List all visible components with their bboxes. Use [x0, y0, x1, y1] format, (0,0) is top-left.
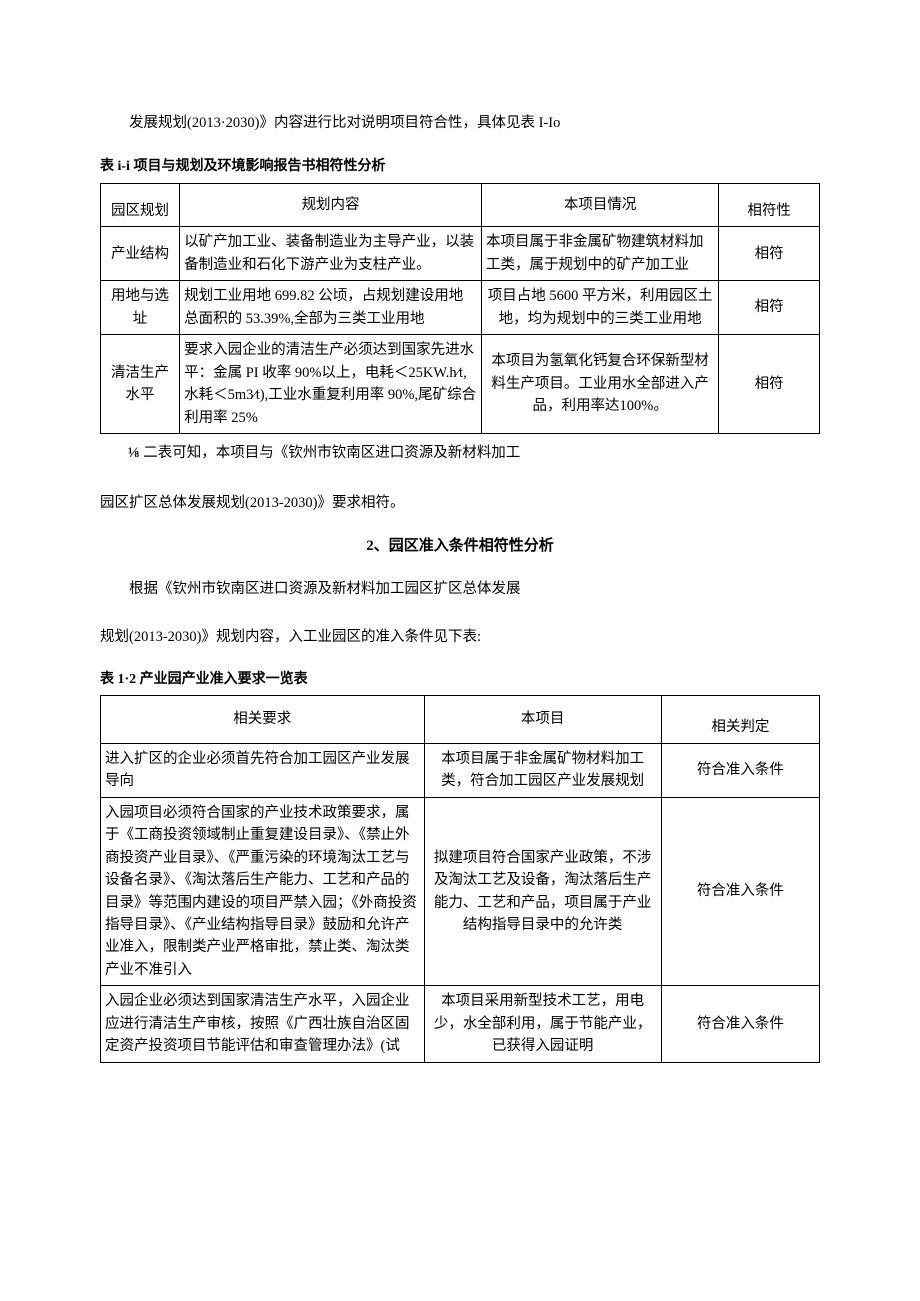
- after-table1-para: ⅛二表可知，本项目与《钦州市钦南区进口资源及新材料加工: [100, 438, 820, 470]
- section2-para2: 规划(2013-2030)》规划内容，入工业园区的准入条件见下表:: [100, 622, 820, 652]
- table-cell: 本项目属于非金属矿物材料加工类，符合加工园区产业发展规划: [424, 743, 661, 797]
- table-header-cell: 本项目: [424, 696, 661, 743]
- after-table1-text1: 二表可知，本项目与《钦州市钦南区进口资源及新材料加工: [143, 445, 520, 461]
- table-cell: 产业结构: [101, 227, 180, 281]
- table-header-cell: 相关要求: [101, 696, 425, 743]
- table-cell: 拟建项目符合国家产业政策，不涉及淘汰工艺及设备，淘汰落后生产能力、工艺和产品，项…: [424, 797, 661, 986]
- table-cell: 本项目采用新型技术工艺，用电少，水全部利用，属于节能产业，已获得入园证明: [424, 986, 661, 1062]
- table-cell: 符合准入条件: [661, 986, 819, 1062]
- table-cell: 本项目为氢氧化钙复合环保新型材料生产项目。工业用水全部进入产品，利用率达100%…: [482, 335, 719, 434]
- table-cell: 以矿产加工业、装备制造业为主导产业，以装备制造业和石化下游产业为支柱产业。: [180, 227, 482, 281]
- table-cell: 符合准入条件: [661, 797, 819, 986]
- table1: 园区规划 规划内容 本项目情况 相符性 产业结构 以矿产加工业、装备制造业为主导…: [100, 183, 820, 434]
- table-row: 入园项目必须符合国家的产业技术政策要求，属于《工商投资领域制止重复建设目录》、《…: [101, 797, 820, 986]
- intro-paragraph: 发展规划(2013·2030)》内容进行比对说明项目符合性，具体见表 I-Io: [100, 108, 820, 138]
- after-table1-para2: 园区扩区总体发展规划(2013-2030)》要求相符。: [100, 488, 820, 518]
- table-row: 入园企业必须达到国家清洁生产水平，入园企业应进行清洁生产审核，按照《广西壮族自治…: [101, 986, 820, 1062]
- fraction-symbol: ⅛: [100, 438, 143, 470]
- table-row: 产业结构 以矿产加工业、装备制造业为主导产业，以装备制造业和石化下游产业为支柱产…: [101, 227, 820, 281]
- table-cell: 规划工业用地 699.82 公顷，占规划建设用地总面积的 53.39%,全部为三…: [180, 281, 482, 335]
- table-row: 清洁生产水平 要求入园企业的清洁生产必须达到国家先进水平：金属 PI 收率 90…: [101, 335, 820, 434]
- section2-para1: 根据《钦州市钦南区进口资源及新材料加工园区扩区总体发展: [100, 574, 820, 604]
- table-header-cell: 相符性: [719, 183, 820, 226]
- table-row: 进入扩区的企业必须首先符合加工园区产业发展导向 本项目属于非金属矿物材料加工类，…: [101, 743, 820, 797]
- table-cell: 入园项目必须符合国家的产业技术政策要求，属于《工商投资领域制止重复建设目录》、《…: [101, 797, 425, 986]
- table-row: 园区规划 规划内容 本项目情况 相符性: [101, 183, 820, 226]
- table-cell: 用地与选址: [101, 281, 180, 335]
- table1-caption: 表 i-i 项目与规划及环境影响报告书相符性分析: [100, 156, 820, 178]
- table2-caption: 表 1·2 产业园产业准入要求一览表: [100, 669, 820, 691]
- table-cell: 要求入园企业的清洁生产必须达到国家先进水平：金属 PI 收率 90%以上，电耗＜…: [180, 335, 482, 434]
- table-cell: 入园企业必须达到国家清洁生产水平，入园企业应进行清洁生产审核，按照《广西壮族自治…: [101, 986, 425, 1062]
- table2: 相关要求 本项目 相关判定 进入扩区的企业必须首先符合加工园区产业发展导向 本项…: [100, 695, 820, 1063]
- table-cell: 相符: [719, 227, 820, 281]
- table-cell: 相符: [719, 281, 820, 335]
- table-header-cell: 规划内容: [180, 183, 482, 226]
- section2-heading: 2、园区准入条件相符性分析: [100, 534, 820, 558]
- table-cell: 进入扩区的企业必须首先符合加工园区产业发展导向: [101, 743, 425, 797]
- table-cell: 符合准入条件: [661, 743, 819, 797]
- table-header-cell: 相关判定: [661, 696, 819, 743]
- table-header-cell: 园区规划: [101, 183, 180, 226]
- table-row: 用地与选址 规划工业用地 699.82 公顷，占规划建设用地总面积的 53.39…: [101, 281, 820, 335]
- table-row: 相关要求 本项目 相关判定: [101, 696, 820, 743]
- table-cell: 本项目属于非金属矿物建筑材料加工类，属于规划中的矿产加工业: [482, 227, 719, 281]
- table-cell: 相符: [719, 335, 820, 434]
- table-cell: 清洁生产水平: [101, 335, 180, 434]
- table-header-cell: 本项目情况: [482, 183, 719, 226]
- table-cell: 项目占地 5600 平方米，利用园区土地，均为规划中的三类工业用地: [482, 281, 719, 335]
